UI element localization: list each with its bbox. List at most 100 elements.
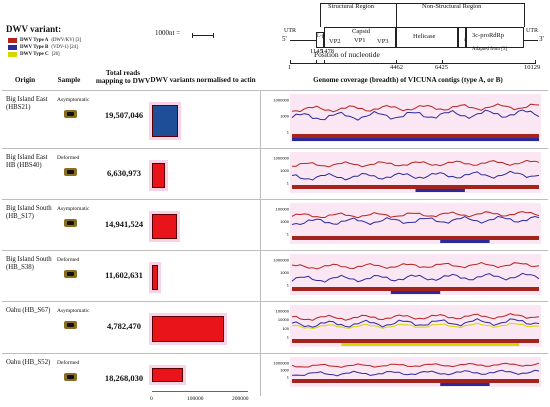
y-tick-label: 1000 [280, 114, 290, 119]
type-b-contig-bar [440, 383, 490, 386]
type-a-note: (DWV/KV) [3] [51, 38, 82, 43]
legend-item-type-b: DWV Type B (VDV-1) [24] [8, 45, 78, 50]
pos-4462: 4462 [390, 64, 403, 71]
origin-label: Big Island East (HBS21) [6, 96, 48, 111]
y-tick-label: 1 [287, 130, 290, 135]
structural-region-label: Structural Region [328, 3, 375, 10]
header-sample: Sample [57, 76, 81, 84]
legend-title: DWV variant: [6, 24, 62, 34]
y-tick-label: 100000 [276, 309, 290, 314]
y-tick-label: 1000000 [273, 156, 289, 161]
type-b-name: DWV Type B [20, 45, 49, 50]
header-origin: Origin [14, 76, 36, 84]
y-tick-label: 1000000 [273, 98, 289, 103]
reads-count: 19,507,046 [104, 110, 144, 120]
y-tick-label: 1000 [280, 368, 290, 373]
pos-10129: 10129 [524, 64, 541, 71]
type-a-swatch [8, 38, 17, 43]
y-tick-label: 100 [282, 326, 289, 331]
row-divider [2, 199, 548, 200]
row-divider [2, 353, 548, 354]
axis-title: Position of nucleotide [314, 50, 380, 59]
type-b-coverage-line [291, 215, 540, 226]
pos-1145: 1145 [310, 48, 323, 55]
type-c-coverage-line [291, 322, 540, 330]
pos-1: 1 [288, 64, 292, 71]
vp1-label: VP1 [354, 37, 366, 44]
legend-item-type-c: DWV Type C [26] [8, 52, 60, 57]
type-c-name: DWV Type C [20, 52, 49, 57]
coverage-plot: 1000000 1000 1 [273, 152, 541, 193]
pos-6425: 6425 [435, 64, 448, 71]
three-prime: 3' [539, 35, 544, 43]
type-b-note: (VDV-1) [24] [51, 45, 78, 50]
y-tick-label: 1 [287, 232, 290, 237]
vp2-label: VP2 [329, 38, 341, 45]
sample-label: Deformed [57, 360, 80, 366]
type-b-coverage-line [291, 369, 540, 377]
coverage-plot: 1000000 1000 1 [273, 254, 541, 295]
bee-sample-icon [64, 270, 77, 278]
header-reads: Total reads mapping to DWV [95, 69, 151, 85]
type-c-contig-bar [341, 343, 520, 346]
reads-count: 11,602,631 [105, 270, 143, 280]
rdrp-label: 3c-proRdRp [472, 32, 505, 39]
type-a-contig-bar [292, 236, 539, 240]
sample-label: Deformed [57, 155, 80, 161]
sample-label: Deformed [57, 257, 80, 263]
five-prime: 5' [282, 35, 287, 43]
normalised-bar [152, 105, 179, 137]
y-tick-label: 1000000 [273, 361, 289, 366]
origin-label: Big Island South (HB_S17) [6, 205, 52, 220]
normalised-bar [152, 265, 158, 290]
row-divider [2, 90, 548, 91]
row-divider [2, 148, 548, 149]
type-c-swatch [8, 52, 17, 57]
row-divider [2, 250, 548, 251]
y-tick-label: 1000 [280, 168, 290, 173]
type-a-contig-bar [292, 379, 539, 383]
type-b-coverage-line [291, 109, 540, 121]
type-a-contig-bar [292, 134, 539, 138]
row-divider [2, 301, 548, 302]
bee-sample-icon [64, 168, 77, 176]
header-normalised: DWV variants normalised to actin [150, 76, 256, 84]
y-tick-label: 1 [287, 181, 290, 186]
y-tick-label: 10000 [278, 317, 290, 322]
header-coverage: Genome coverage (breadth) of VICUNA cont… [313, 76, 503, 84]
bar-axis-tick-100000: 100000 [187, 396, 204, 402]
legend-item-type-a: DWV Type A (DWV/KV) [3] [8, 38, 81, 43]
type-b-coverage-line [291, 170, 540, 181]
vp3-label: VP3 [377, 38, 389, 45]
type-b-coverage-line [291, 318, 540, 328]
sample-label: Asymptomatic [57, 308, 90, 314]
normalised-bar [152, 214, 177, 239]
type-a-coverage-line [291, 313, 540, 321]
normalised-bar [152, 368, 184, 382]
origin-label: Oahu (HB_S67) [6, 307, 51, 314]
type-b-contig-bar [440, 240, 490, 243]
bar-axis-tick-0: 0 [150, 396, 153, 402]
y-tick-label: 1000000 [273, 258, 289, 263]
bee-sample-icon [64, 373, 77, 381]
coverage-plot: 1000000 1000 1 [273, 94, 541, 142]
type-a-contig-bar [292, 185, 539, 189]
type-b-contig-bar [292, 138, 539, 141]
bee-sample-icon [64, 321, 77, 329]
type-b-coverage-line [291, 272, 540, 283]
coverage-plot: 100000 1000 1 [276, 203, 541, 244]
type-b-contig-bar [415, 189, 465, 192]
type-a-coverage-line [291, 103, 540, 113]
bee-sample-icon [64, 110, 77, 118]
coverage-plot: 100000 10000 100 1 [276, 305, 541, 347]
y-tick-label: 1000 [280, 219, 290, 224]
y-tick-label: 1 [287, 375, 290, 380]
type-b-swatch [8, 45, 17, 50]
reads-count: 6,630,973 [107, 168, 141, 178]
y-tick-label: 1 [287, 283, 290, 288]
lp-label: L-p [317, 34, 325, 39]
bee-sample-icon [64, 219, 77, 227]
type-a-contig-bar [292, 339, 539, 343]
capsid-label: Capsid [352, 28, 371, 35]
scale-label: 1000nt = [155, 29, 181, 37]
